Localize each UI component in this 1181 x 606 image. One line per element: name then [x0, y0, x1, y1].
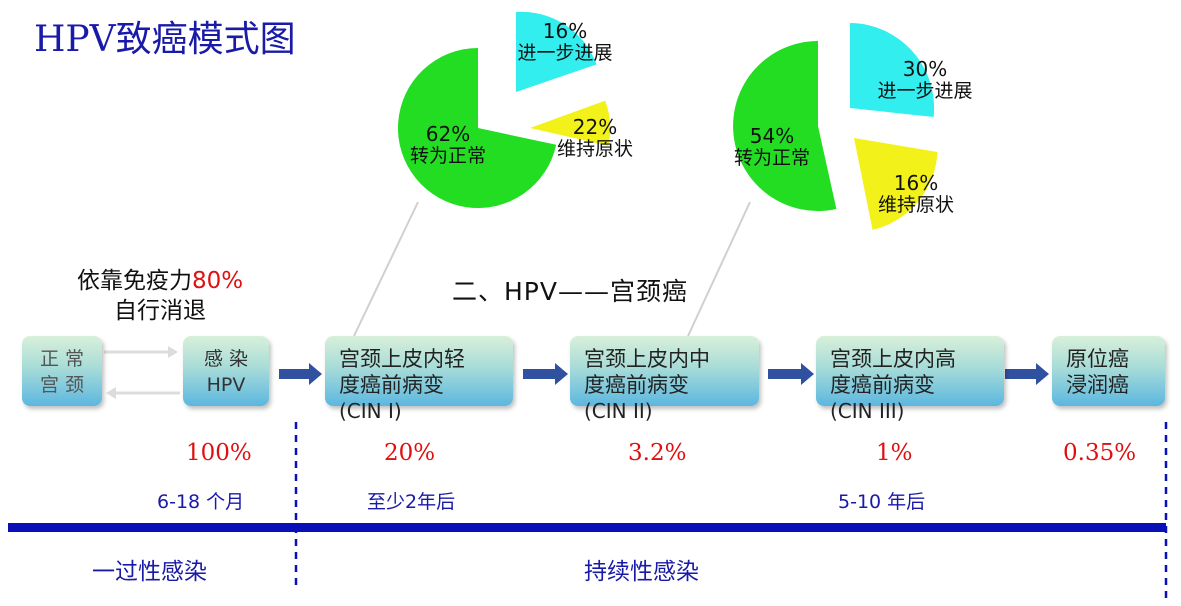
stage-hpv-infection: 感 染 HPV	[183, 336, 269, 406]
stage-cancer-line1: 原位癌	[1066, 347, 1129, 371]
pie-right-slice-maintain	[854, 138, 938, 230]
stage-hpv-line2: HPV	[206, 374, 246, 396]
stage-cancer: 原位癌 浸润癌	[1052, 336, 1165, 406]
pie-left-label-maintain: 22% 维持原状	[556, 115, 633, 160]
phase-transient-infection: 一过性感染	[92, 559, 207, 585]
stage-cin3-code: (CIN III)	[830, 399, 905, 423]
rate-cin2: 3.2%	[628, 440, 687, 466]
stage-cancer-line2: 浸润癌	[1066, 373, 1129, 397]
pie-right-label-progress: 30% 进一步进展	[877, 57, 973, 102]
stage-cin2-code: (CIN II)	[584, 399, 653, 423]
section-heading: 二、HPV——宫颈癌	[452, 277, 688, 306]
time-cin1: 至少2年后	[367, 491, 456, 513]
stage-cin3-line2: 度癌前病变	[830, 373, 935, 397]
arrow-1	[279, 363, 322, 385]
page-title: HPV致癌模式图	[34, 19, 296, 60]
stage-hpv-line1: 感 染	[203, 348, 249, 370]
stage-cin2-line1: 宫颈上皮内中	[584, 347, 710, 371]
progression-arrows	[279, 363, 1049, 385]
arrow-3	[768, 363, 814, 385]
stage-cin2: 宫颈上皮内中 度癌前病变 (CIN II)	[570, 336, 759, 423]
pie-left-slice-progress	[516, 11, 597, 92]
stage-cin2-line2: 度癌前病变	[584, 373, 689, 397]
stage-normal-line2: 宫 颈	[39, 374, 85, 396]
stage-cin1-line1: 宫颈上皮内轻	[339, 347, 465, 371]
stage-normal-cervix: 正 常 宫 颈	[22, 336, 102, 406]
immunity-note-percent: 80%	[191, 268, 244, 294]
time-transient: 6-18 个月	[157, 491, 245, 513]
rate-cin3: 1%	[876, 440, 913, 466]
time-cin3: 5-10 年后	[838, 491, 926, 513]
stage-cin1-code: (CIN I)	[339, 399, 402, 423]
stage-cin1-line2: 度癌前病变	[339, 373, 444, 397]
pie-right-label-maintain: 16% 维持原状	[877, 171, 954, 216]
stage-cin3: 宫颈上皮内高 度癌前病变 (CIN III)	[816, 336, 1004, 423]
timeline-bar	[8, 523, 1166, 532]
pie-right-slice-progress	[850, 23, 935, 117]
immunity-note-line2: 自行消退	[114, 298, 206, 324]
pie-left-label-normal: 62% 转为正常	[409, 122, 486, 167]
arrow-2	[523, 363, 568, 385]
immunity-note-text: 依靠免疫力	[76, 268, 192, 294]
arrow-4	[1005, 363, 1049, 385]
rate-hpv: 100%	[186, 440, 252, 466]
rate-cancer: 0.35%	[1063, 440, 1137, 466]
pie-left-label-progress: 16% 进一步进展	[517, 19, 613, 64]
immunity-note: 依靠免疫力80% 自行消退	[40, 266, 280, 326]
stage-cin3-line1: 宫颈上皮内高	[830, 347, 956, 371]
pie-left-slice-maintain	[530, 100, 611, 146]
pie-right-label-normal: 54% 转为正常	[733, 124, 810, 169]
connector-line-left	[353, 201, 419, 337]
pie-left-slice-normal	[397, 47, 557, 208]
phase-persistent-infection: 持续性感染	[584, 559, 699, 585]
exchange-arrows	[104, 346, 180, 399]
rate-cin1: 20%	[384, 440, 436, 466]
pie-right-slice-normal	[733, 41, 837, 211]
pie-right	[733, 23, 938, 230]
stage-cin1: 宫颈上皮内轻 度癌前病变 (CIN I)	[325, 336, 513, 423]
pie-left	[397, 11, 611, 208]
connector-line-right	[687, 201, 751, 337]
stage-normal-line1: 正 常	[39, 348, 85, 370]
